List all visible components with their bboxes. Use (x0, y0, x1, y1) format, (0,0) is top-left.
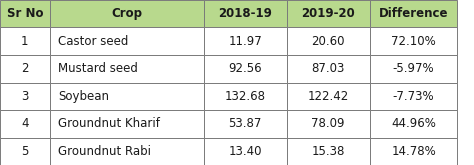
Text: 78.09: 78.09 (311, 117, 345, 130)
Bar (0, 110, 50, 137)
Bar (204, 28, 287, 55)
Text: 11.97: 11.97 (228, 35, 262, 48)
Text: 72.10%: 72.10% (391, 35, 436, 48)
Bar (204, 55, 287, 82)
Bar (287, 55, 370, 82)
Text: 132.68: 132.68 (225, 90, 266, 103)
Bar (370, 55, 457, 82)
Bar (370, 0, 457, 28)
Text: 15.38: 15.38 (311, 145, 345, 158)
Bar (370, 82, 457, 110)
Bar (204, 137, 287, 165)
Bar (50, 110, 204, 137)
Text: 4: 4 (21, 117, 28, 130)
Bar (287, 0, 370, 28)
Text: 3: 3 (21, 90, 28, 103)
Text: -5.97%: -5.97% (393, 62, 434, 75)
Bar (204, 82, 287, 110)
Bar (204, 110, 287, 137)
Bar (204, 0, 287, 28)
Bar (0, 0, 50, 28)
Text: Mustard seed: Mustard seed (58, 62, 138, 75)
Text: 5: 5 (21, 145, 28, 158)
Text: Groundnut Kharif: Groundnut Kharif (58, 117, 160, 130)
Text: 44.96%: 44.96% (391, 117, 436, 130)
Bar (50, 82, 204, 110)
Bar (0, 55, 50, 82)
Text: Crop: Crop (111, 7, 142, 20)
Text: 53.87: 53.87 (228, 117, 262, 130)
Bar (370, 110, 457, 137)
Bar (287, 110, 370, 137)
Bar (287, 82, 370, 110)
Bar (287, 137, 370, 165)
Bar (287, 28, 370, 55)
Bar (50, 28, 204, 55)
Bar (50, 0, 204, 28)
Text: 87.03: 87.03 (311, 62, 345, 75)
Text: 122.42: 122.42 (308, 90, 349, 103)
Text: Castor seed: Castor seed (58, 35, 128, 48)
Bar (0, 137, 50, 165)
Text: 92.56: 92.56 (228, 62, 262, 75)
Bar (0, 82, 50, 110)
Bar (370, 137, 457, 165)
Text: Difference: Difference (379, 7, 448, 20)
Text: 1: 1 (21, 35, 28, 48)
Text: 13.40: 13.40 (228, 145, 262, 158)
Text: 2018-19: 2018-19 (219, 7, 272, 20)
Bar (50, 55, 204, 82)
Text: 20.60: 20.60 (311, 35, 345, 48)
Text: 2019-20: 2019-20 (301, 7, 355, 20)
Text: Soybean: Soybean (58, 90, 109, 103)
Text: 2: 2 (21, 62, 28, 75)
Text: Groundnut Rabi: Groundnut Rabi (58, 145, 151, 158)
Bar (50, 137, 204, 165)
Text: -7.73%: -7.73% (393, 90, 434, 103)
Text: Sr No: Sr No (7, 7, 43, 20)
Text: 14.78%: 14.78% (391, 145, 436, 158)
Bar (0, 28, 50, 55)
Bar (370, 28, 457, 55)
